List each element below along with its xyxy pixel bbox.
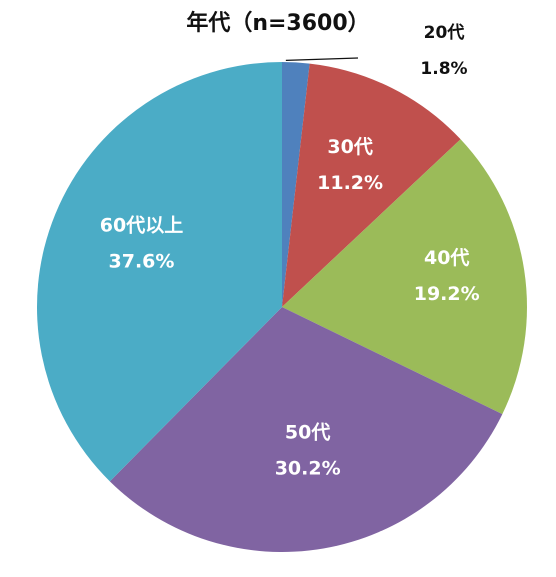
slice-value-label: 11.2% <box>317 172 383 194</box>
slice-category-label: 50代 <box>285 422 330 444</box>
pie-slice <box>282 63 461 307</box>
slice-category-label: 60代以上 <box>100 214 183 236</box>
pie-slice <box>282 62 310 307</box>
pie-slice <box>282 139 527 415</box>
slice-category-label: 30代 <box>327 136 372 158</box>
chart-title: 年代（n=3600） <box>186 10 369 36</box>
slice-category-label: 20代 <box>424 22 465 43</box>
pie-slice <box>36 61 283 482</box>
slice-value-label: 1.8% <box>420 59 467 79</box>
pie-labels: 20代 1.8% 30代 11.2% 40代 19.2% 50代 30.2% 60代以上 37.6… <box>100 22 480 480</box>
pie-slice <box>109 307 503 552</box>
pie-slices <box>36 61 527 552</box>
slice-value-label: 30.2% <box>275 458 341 480</box>
slice-value-label: 37.6% <box>109 250 175 272</box>
slice-value-label: 19.2% <box>414 283 480 305</box>
slice-category-label: 40代 <box>424 247 469 269</box>
leader-line <box>285 57 359 61</box>
